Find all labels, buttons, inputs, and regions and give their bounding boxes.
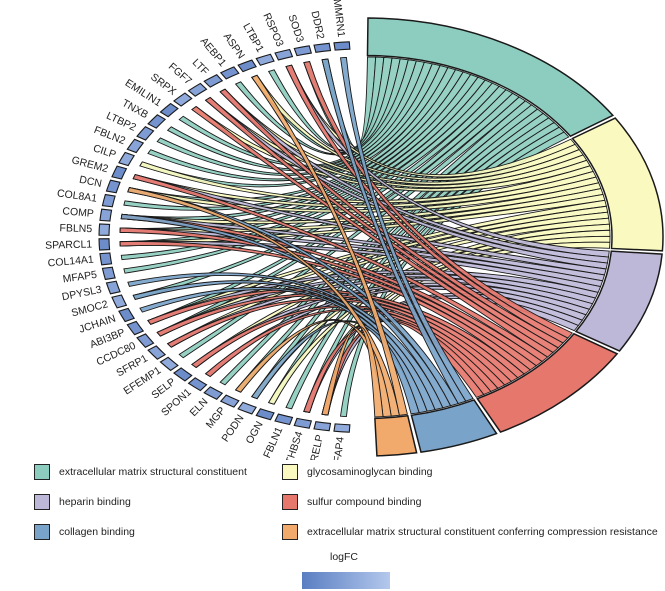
gene-block-tnxb	[147, 114, 167, 129]
ribbon-rspo3-term-4	[285, 64, 569, 344]
legend-swatch	[34, 494, 50, 510]
gene-label-col8a1: COL8A1	[56, 187, 98, 205]
term-arc-2	[571, 117, 664, 252]
gene-block-eln	[203, 386, 224, 400]
term-arc-6	[374, 414, 418, 457]
legend-label: collagen binding	[59, 526, 135, 538]
gene-block-spon1	[187, 377, 208, 392]
gene-block-dpysl3	[105, 280, 121, 295]
gene-label-mfap5: MFAP5	[62, 269, 98, 286]
gene-block-ltf	[203, 74, 224, 88]
term-arc-4	[476, 332, 619, 433]
gene-label-ltf: LTF	[190, 57, 211, 78]
legend-item-5: collagen binding	[34, 522, 135, 542]
gene-block-jchain	[118, 307, 136, 323]
legend-label: glycosaminoglycan binding	[307, 466, 433, 478]
gene-label-mmrn1: MMRN1	[331, 0, 348, 38]
gene-label-ddr2: DDR2	[308, 10, 326, 41]
gene-block-ddr2	[313, 42, 332, 53]
legend-item-4: sulfur compound binding	[282, 492, 421, 512]
gene-block-mfap5	[101, 266, 116, 281]
term-arc-1	[366, 17, 615, 138]
gene-label-eln: ELN	[188, 396, 211, 419]
gene-block-aspn	[237, 59, 257, 73]
gene-block-comp	[99, 208, 113, 222]
gene-block-ltbp2	[136, 126, 155, 141]
gene-label-mfap4: MFAP4	[331, 436, 347, 460]
gene-block-rspo3	[274, 48, 294, 61]
legend-swatch	[282, 494, 298, 510]
term-arc-layer	[366, 17, 664, 457]
legend-swatch	[282, 524, 298, 540]
gene-label-comp: COMP	[62, 205, 94, 220]
ribbon-aspn-term-6	[251, 74, 408, 416]
legend-item-6: extracellular matrix structural constitu…	[282, 522, 658, 542]
legend-swatch	[34, 464, 50, 480]
ribbon-srpx-term-4	[191, 105, 554, 358]
term-arc-3	[574, 250, 663, 352]
legend-label: extracellular matrix structural constitu…	[307, 526, 658, 538]
legend-label: heparin binding	[59, 496, 131, 508]
gene-block-layer	[98, 41, 351, 433]
logfc-color-bar	[302, 572, 390, 589]
gene-block-thbs4	[293, 417, 313, 429]
gene-block-prelp	[313, 421, 332, 432]
gene-label-mgp: MGP	[204, 405, 228, 431]
gene-block-sparcl1	[98, 238, 111, 251]
gene-block-ogn	[255, 408, 275, 421]
chord-diagram: MMRN1DDR2SOD3RSPO3LTBP1ASPNAEBP1LTFFGF7S…	[45, 0, 664, 460]
gene-block-abi3bp	[126, 320, 145, 336]
gene-block-ltbp1	[255, 53, 275, 66]
legend-swatch	[34, 524, 50, 540]
logfc-scale-title: logFC	[330, 551, 359, 563]
gene-label-rspo3: RSPO3	[260, 11, 286, 49]
term-arc-5	[410, 398, 498, 453]
ribbon-prelp-term-6	[321, 326, 384, 418]
gene-label-cilp: CILP	[92, 142, 118, 161]
gene-block-smoc2	[111, 294, 128, 309]
gene-block-mfap4	[333, 423, 351, 433]
ribbon-grem2-term-4	[132, 173, 549, 363]
gene-label-fbln1: FBLN1	[261, 425, 285, 460]
gene-block-efemp1	[159, 356, 179, 372]
legend-swatch	[282, 464, 298, 480]
gene-block-fbln5	[98, 223, 111, 236]
gene-block-srpx	[173, 92, 193, 107]
legend-item-1: extracellular matrix structural constitu…	[34, 462, 247, 482]
gene-block-grem2	[111, 165, 128, 180]
gene-block-col8a1	[101, 193, 116, 208]
gene-block-selp	[173, 367, 193, 382]
gene-block-aebp1	[219, 66, 240, 80]
legend-label: extracellular matrix structural constitu…	[59, 466, 247, 478]
gene-block-ccdc80	[136, 333, 155, 348]
gene-label-dcn: DCN	[78, 174, 103, 190]
gene-block-fgf7	[187, 82, 208, 97]
gene-block-emilin1	[159, 102, 179, 118]
gene-block-mmrn1	[333, 41, 351, 51]
gene-block-fbln2	[126, 138, 145, 154]
gene-label-thbs4: THBS4	[283, 430, 305, 460]
gene-block-col14a1	[99, 252, 113, 266]
gene-label-prelp: PRELP	[307, 434, 326, 460]
gene-label-col14a1: COL14A1	[47, 254, 94, 270]
legend-item-2: glycosaminoglycan binding	[282, 462, 433, 482]
gene-block-dcn	[105, 179, 121, 194]
legend-item-3: heparin binding	[34, 492, 131, 512]
gene-block-sod3	[293, 45, 313, 57]
gene-block-cilp	[118, 151, 136, 167]
ribbon-layer	[119, 56, 611, 418]
gene-block-podn	[237, 401, 257, 415]
legend-label: sulfur compound binding	[307, 496, 422, 508]
gene-block-sfrp1	[147, 345, 167, 360]
ribbon-ddr2-term-5	[321, 58, 467, 405]
gene-block-fbln1	[274, 413, 294, 426]
gene-label-sparcl1: SPARCL1	[45, 238, 93, 251]
gene-label-sod3: SOD3	[286, 13, 306, 44]
gene-label-fbln5: FBLN5	[59, 222, 92, 235]
gene-label-ogn: OGN	[244, 419, 266, 446]
ribbon-sparcl1-term-4	[119, 241, 532, 375]
gene-block-mgp	[219, 394, 240, 408]
